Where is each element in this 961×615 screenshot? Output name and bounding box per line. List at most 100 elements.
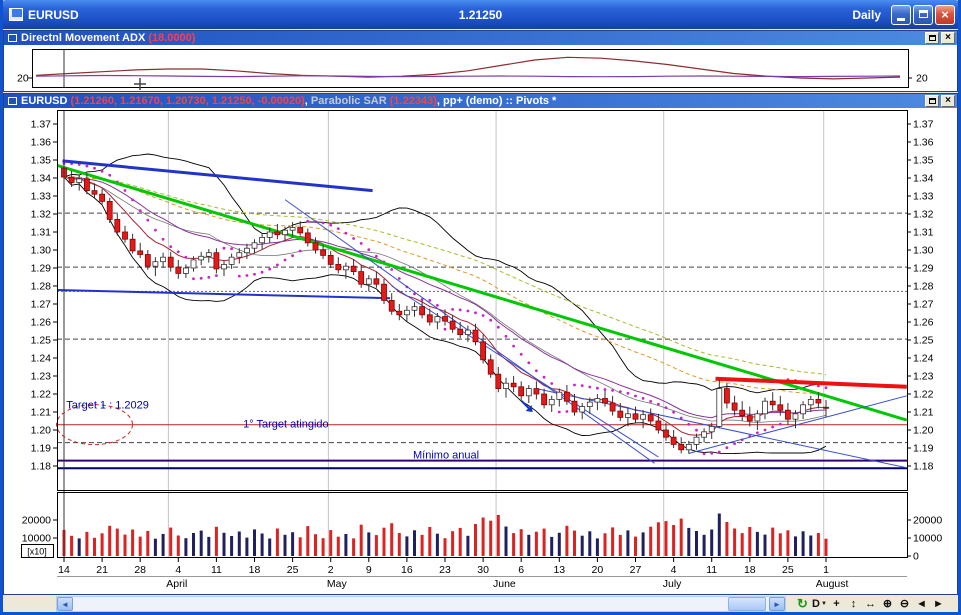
price-panel-titlebar[interactable]: EURUSD (1.21260, 1.21670, 1.20730, 1.212… xyxy=(4,94,957,108)
candle xyxy=(472,329,479,343)
candle xyxy=(625,413,631,418)
volume-bars xyxy=(62,513,828,556)
month-gridlines xyxy=(167,110,825,557)
svg-text:18: 18 xyxy=(249,564,261,576)
candle xyxy=(746,415,753,422)
candle xyxy=(754,413,761,422)
price-panel-sar-value: (1.22343) xyxy=(389,95,437,107)
minimize-button[interactable] xyxy=(891,4,911,25)
scrollbar-thumb[interactable] xyxy=(728,597,766,611)
candle xyxy=(228,256,235,265)
window-title-price: 1.21250 xyxy=(458,7,503,22)
candle xyxy=(480,341,487,361)
candles[interactable] xyxy=(61,163,829,454)
svg-text:1.19: 1.19 xyxy=(31,443,52,455)
candle xyxy=(396,310,403,316)
svg-text:1.27: 1.27 xyxy=(31,299,52,311)
candle xyxy=(205,252,212,257)
close-button[interactable]: × xyxy=(935,4,955,25)
svg-text:1.34: 1.34 xyxy=(913,173,934,185)
svg-text:13: 13 xyxy=(553,564,565,576)
trendlines[interactable] xyxy=(57,159,907,469)
svg-text:28: 28 xyxy=(134,564,146,576)
adx-line-DI xyxy=(35,74,901,78)
price-panel-restore-button[interactable] xyxy=(925,95,939,107)
crosshair-button[interactable]: + xyxy=(828,597,845,612)
vertical-scale-button[interactable]: ↕ xyxy=(845,597,862,612)
candle xyxy=(564,391,570,402)
zoom-in-button[interactable]: ⊕ xyxy=(879,597,896,612)
zoom-out-button[interactable]: ⊖ xyxy=(896,597,913,612)
price-panel-symbol: EURUSD xyxy=(21,95,71,107)
horizontal-scrollbar[interactable]: ◄ ► xyxy=(56,596,786,612)
price-panel-close-button[interactable]: × xyxy=(941,95,955,107)
candle xyxy=(342,265,349,271)
candle xyxy=(152,261,159,267)
candle xyxy=(518,386,525,397)
svg-text:1.34: 1.34 xyxy=(31,173,52,185)
candle xyxy=(769,400,776,406)
scrollbar-right-arrow[interactable]: ► xyxy=(769,597,785,611)
svg-text:1.28: 1.28 xyxy=(31,281,52,293)
candle xyxy=(495,373,502,390)
adx-plot[interactable]: 20 20 xyxy=(17,49,928,90)
annotation-arrow-icon xyxy=(520,400,533,412)
adx-chart-canvas[interactable]: 20 20 xyxy=(4,45,957,91)
price-panel-pivots: pp+ (demo) :: Pivots * xyxy=(442,95,557,107)
parabolic-sar-dots xyxy=(62,162,828,456)
svg-text:1.26: 1.26 xyxy=(31,317,52,329)
trendline xyxy=(715,376,907,389)
candle xyxy=(76,178,83,183)
refresh-button[interactable]: ↻ xyxy=(794,597,811,612)
candle xyxy=(739,409,746,417)
candle xyxy=(122,231,128,240)
svg-text:1.31: 1.31 xyxy=(913,227,934,239)
period-daily-button[interactable]: D▼ xyxy=(811,597,828,612)
svg-text:1.35: 1.35 xyxy=(31,155,52,167)
candle xyxy=(647,414,654,422)
svg-text:1.24: 1.24 xyxy=(913,353,934,365)
volume-multiplier-box xyxy=(21,544,54,558)
trendline xyxy=(391,285,659,458)
caret-down-icon: ▼ xyxy=(821,601,827,607)
price-chart-canvas[interactable]: Target 1 : 1.2029 1° Target atingido Mínim… xyxy=(4,108,957,594)
candle xyxy=(84,178,90,192)
ema-fast xyxy=(63,176,826,436)
window-title-timeframe: Daily xyxy=(852,7,881,22)
candle xyxy=(541,393,547,406)
svg-text:4: 4 xyxy=(671,564,677,576)
candle xyxy=(259,236,266,244)
candle xyxy=(160,256,167,263)
svg-text:20000: 20000 xyxy=(22,515,51,527)
scrollbar-left-arrow[interactable]: ◄ xyxy=(57,597,73,611)
adx-panel-titlebar[interactable]: Directnl Movement ADX (18.0000) × xyxy=(4,31,957,45)
candle xyxy=(312,242,319,251)
candle xyxy=(548,398,555,406)
svg-text:1.29: 1.29 xyxy=(31,263,52,275)
scroll-left-button[interactable]: ◄ xyxy=(913,597,930,612)
window-titlebar[interactable]: EURUSD 1.21250 Daily × xyxy=(3,0,958,29)
candle xyxy=(449,320,456,330)
adx-panel-restore-button[interactable] xyxy=(925,32,939,44)
candle xyxy=(144,254,151,267)
svg-text:1.30: 1.30 xyxy=(913,245,934,257)
svg-text:1.20: 1.20 xyxy=(31,425,52,437)
svg-text:25: 25 xyxy=(287,564,299,576)
svg-text:1.18: 1.18 xyxy=(913,461,934,473)
scroll-right-button[interactable]: ► xyxy=(930,597,947,612)
annotations[interactable]: Target 1 : 1.2029 1° Target atingido Mínim… xyxy=(56,399,533,461)
svg-text:1.31: 1.31 xyxy=(31,227,52,239)
trendline xyxy=(688,395,907,454)
price-chart-area: Target 1 : 1.2029 1° Target atingido Mínim… xyxy=(4,108,957,594)
candle xyxy=(434,316,441,323)
price-panel-sar-name: Parabolic SAR xyxy=(310,95,390,107)
scrollbar-track[interactable] xyxy=(73,597,769,611)
adx-panel-close-button[interactable]: × xyxy=(941,32,955,44)
svg-text:August: August xyxy=(816,578,849,590)
restore-button[interactable] xyxy=(913,4,933,25)
candle xyxy=(693,436,700,445)
horizontal-scale-button[interactable]: ↔ xyxy=(862,597,879,612)
svg-text:20000: 20000 xyxy=(913,515,942,527)
candle xyxy=(381,283,387,301)
